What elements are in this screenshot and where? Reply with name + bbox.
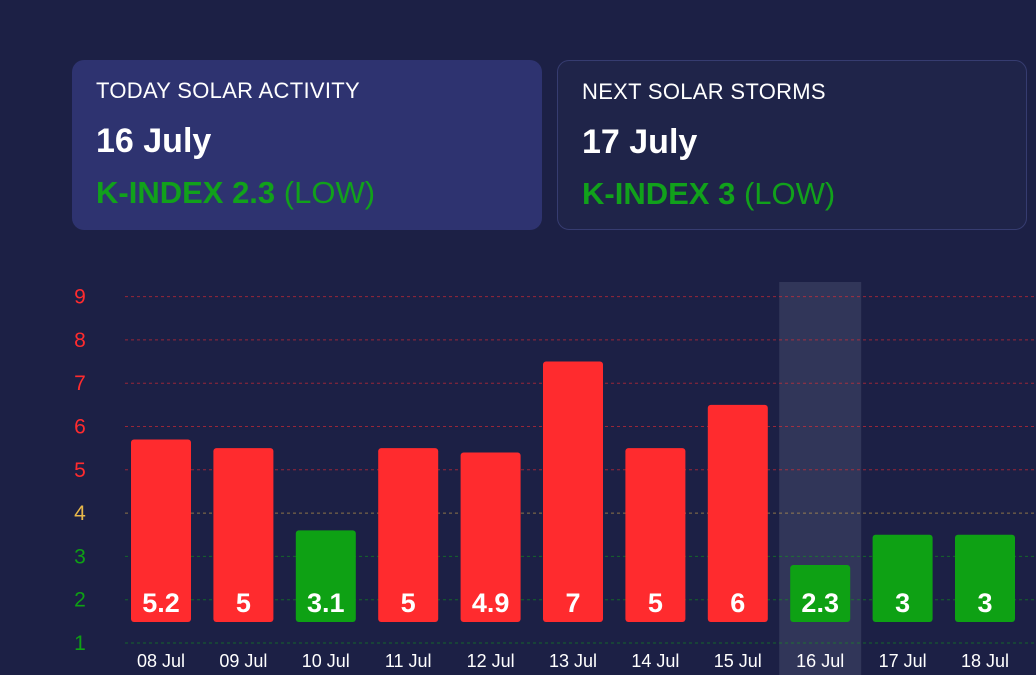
bar-value-label: 5: [401, 588, 416, 618]
today-kindex-level: (LOW): [283, 175, 376, 210]
today-card-kindex: K-INDEX 2.3 (LOW): [96, 175, 518, 211]
x-tick-label: 09 Jul: [219, 651, 267, 671]
bar: [378, 448, 439, 622]
next-kindex-value: K-INDEX 3: [582, 176, 736, 211]
y-tick-label: 2: [74, 589, 86, 612]
bar-value-label: 3: [977, 588, 992, 618]
kindex-bar-chart: 1 2 3 4 5 6 7 8 9 5.2 08 Jul 5 09 Jul 3.1 10 Jul 5 11 Ju…: [74, 282, 1036, 675]
y-tick-label: 5: [74, 459, 86, 482]
bar: [213, 448, 274, 622]
bar-value-label: 3.1: [307, 588, 345, 618]
x-tick-label: 14 Jul: [631, 651, 679, 671]
y-tick-label: 8: [74, 329, 86, 352]
today-card-label: TODAY SOLAR ACTIVITY: [96, 78, 360, 103]
y-tick-label: 4: [74, 502, 86, 525]
bar: [955, 534, 1015, 622]
bar: [460, 452, 521, 622]
today-card-date: 16 July: [96, 122, 212, 160]
bar-value-label: 6: [730, 588, 745, 618]
bar: [707, 404, 768, 622]
x-tick-label: 18 Jul: [961, 651, 1009, 671]
bar-value-label: 4.9: [472, 588, 510, 618]
next-card-label: NEXT SOLAR STORMS: [582, 79, 826, 104]
next-solar-storms-card: NEXT SOLAR STORMS 17 July K-INDEX 3 (LOW…: [557, 60, 1027, 230]
x-tick-label: 10 Jul: [302, 651, 350, 671]
x-tick-label: 13 Jul: [549, 651, 597, 671]
y-tick-label: 1: [74, 632, 86, 655]
today-kindex-value: K-INDEX 2.3: [96, 175, 276, 210]
y-tick-label: 3: [74, 545, 86, 568]
bar: [543, 361, 603, 622]
x-tick-label: 08 Jul: [137, 651, 185, 671]
bar: [790, 565, 851, 622]
x-tick-label: 15 Jul: [714, 651, 762, 671]
y-tick-label: 6: [74, 416, 86, 439]
y-tick-label: 9: [74, 286, 86, 309]
next-card-date: 17 July: [582, 123, 698, 161]
next-kindex-level: (LOW): [743, 176, 836, 211]
bar-value-label: 5: [236, 588, 251, 618]
x-tick-label: 11 Jul: [385, 651, 432, 671]
bar: [872, 534, 933, 622]
bar: [625, 448, 686, 622]
bar-value-label: 7: [565, 588, 580, 618]
y-tick-label: 7: [74, 372, 86, 395]
x-tick-label: 12 Jul: [467, 651, 515, 671]
bar-value-label: 2.3: [801, 588, 839, 618]
x-tick-label: 16 Jul: [796, 651, 844, 671]
bar: [131, 439, 191, 622]
x-tick-label: 17 Jul: [879, 651, 927, 671]
bar-value-label: 5: [648, 588, 663, 618]
bar: [295, 530, 356, 622]
next-card-kindex: K-INDEX 3 (LOW): [582, 176, 1002, 212]
bar-value-label: 5.2: [142, 588, 180, 618]
bar-value-label: 3: [895, 588, 910, 618]
today-solar-activity-card: TODAY SOLAR ACTIVITY 16 July K-INDEX 2.3…: [72, 60, 542, 230]
